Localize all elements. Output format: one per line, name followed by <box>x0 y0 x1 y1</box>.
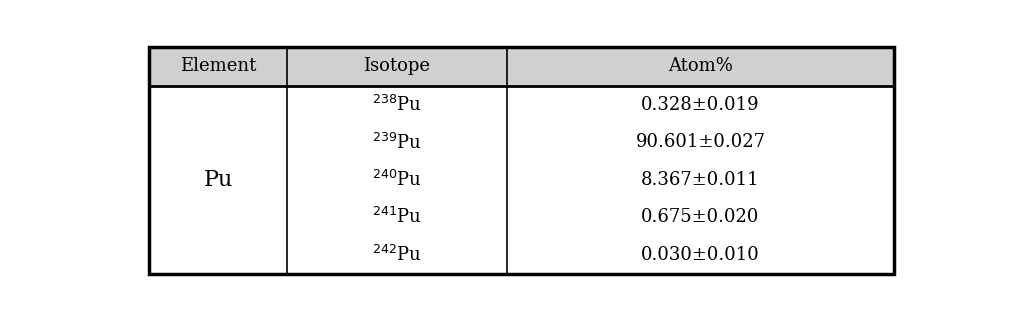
Text: 0.675±0.020: 0.675±0.020 <box>641 208 759 226</box>
Bar <box>150 47 894 86</box>
Bar <box>150 86 894 274</box>
Text: Element: Element <box>180 57 257 75</box>
Text: Atom%: Atom% <box>668 57 733 75</box>
Text: 0.030±0.010: 0.030±0.010 <box>641 246 759 264</box>
Text: 90.601±0.027: 90.601±0.027 <box>635 133 766 152</box>
Text: $^{240}$Pu: $^{240}$Pu <box>372 170 421 190</box>
Text: Isotope: Isotope <box>363 57 431 75</box>
Text: 8.367±0.011: 8.367±0.011 <box>641 171 759 189</box>
Text: $^{242}$Pu: $^{242}$Pu <box>372 245 421 265</box>
Text: $^{241}$Pu: $^{241}$Pu <box>372 207 421 228</box>
Text: $^{238}$Pu: $^{238}$Pu <box>372 95 421 115</box>
Text: Pu: Pu <box>204 169 233 191</box>
Text: $^{239}$Pu: $^{239}$Pu <box>372 133 421 152</box>
Text: 0.328±0.019: 0.328±0.019 <box>641 96 759 114</box>
